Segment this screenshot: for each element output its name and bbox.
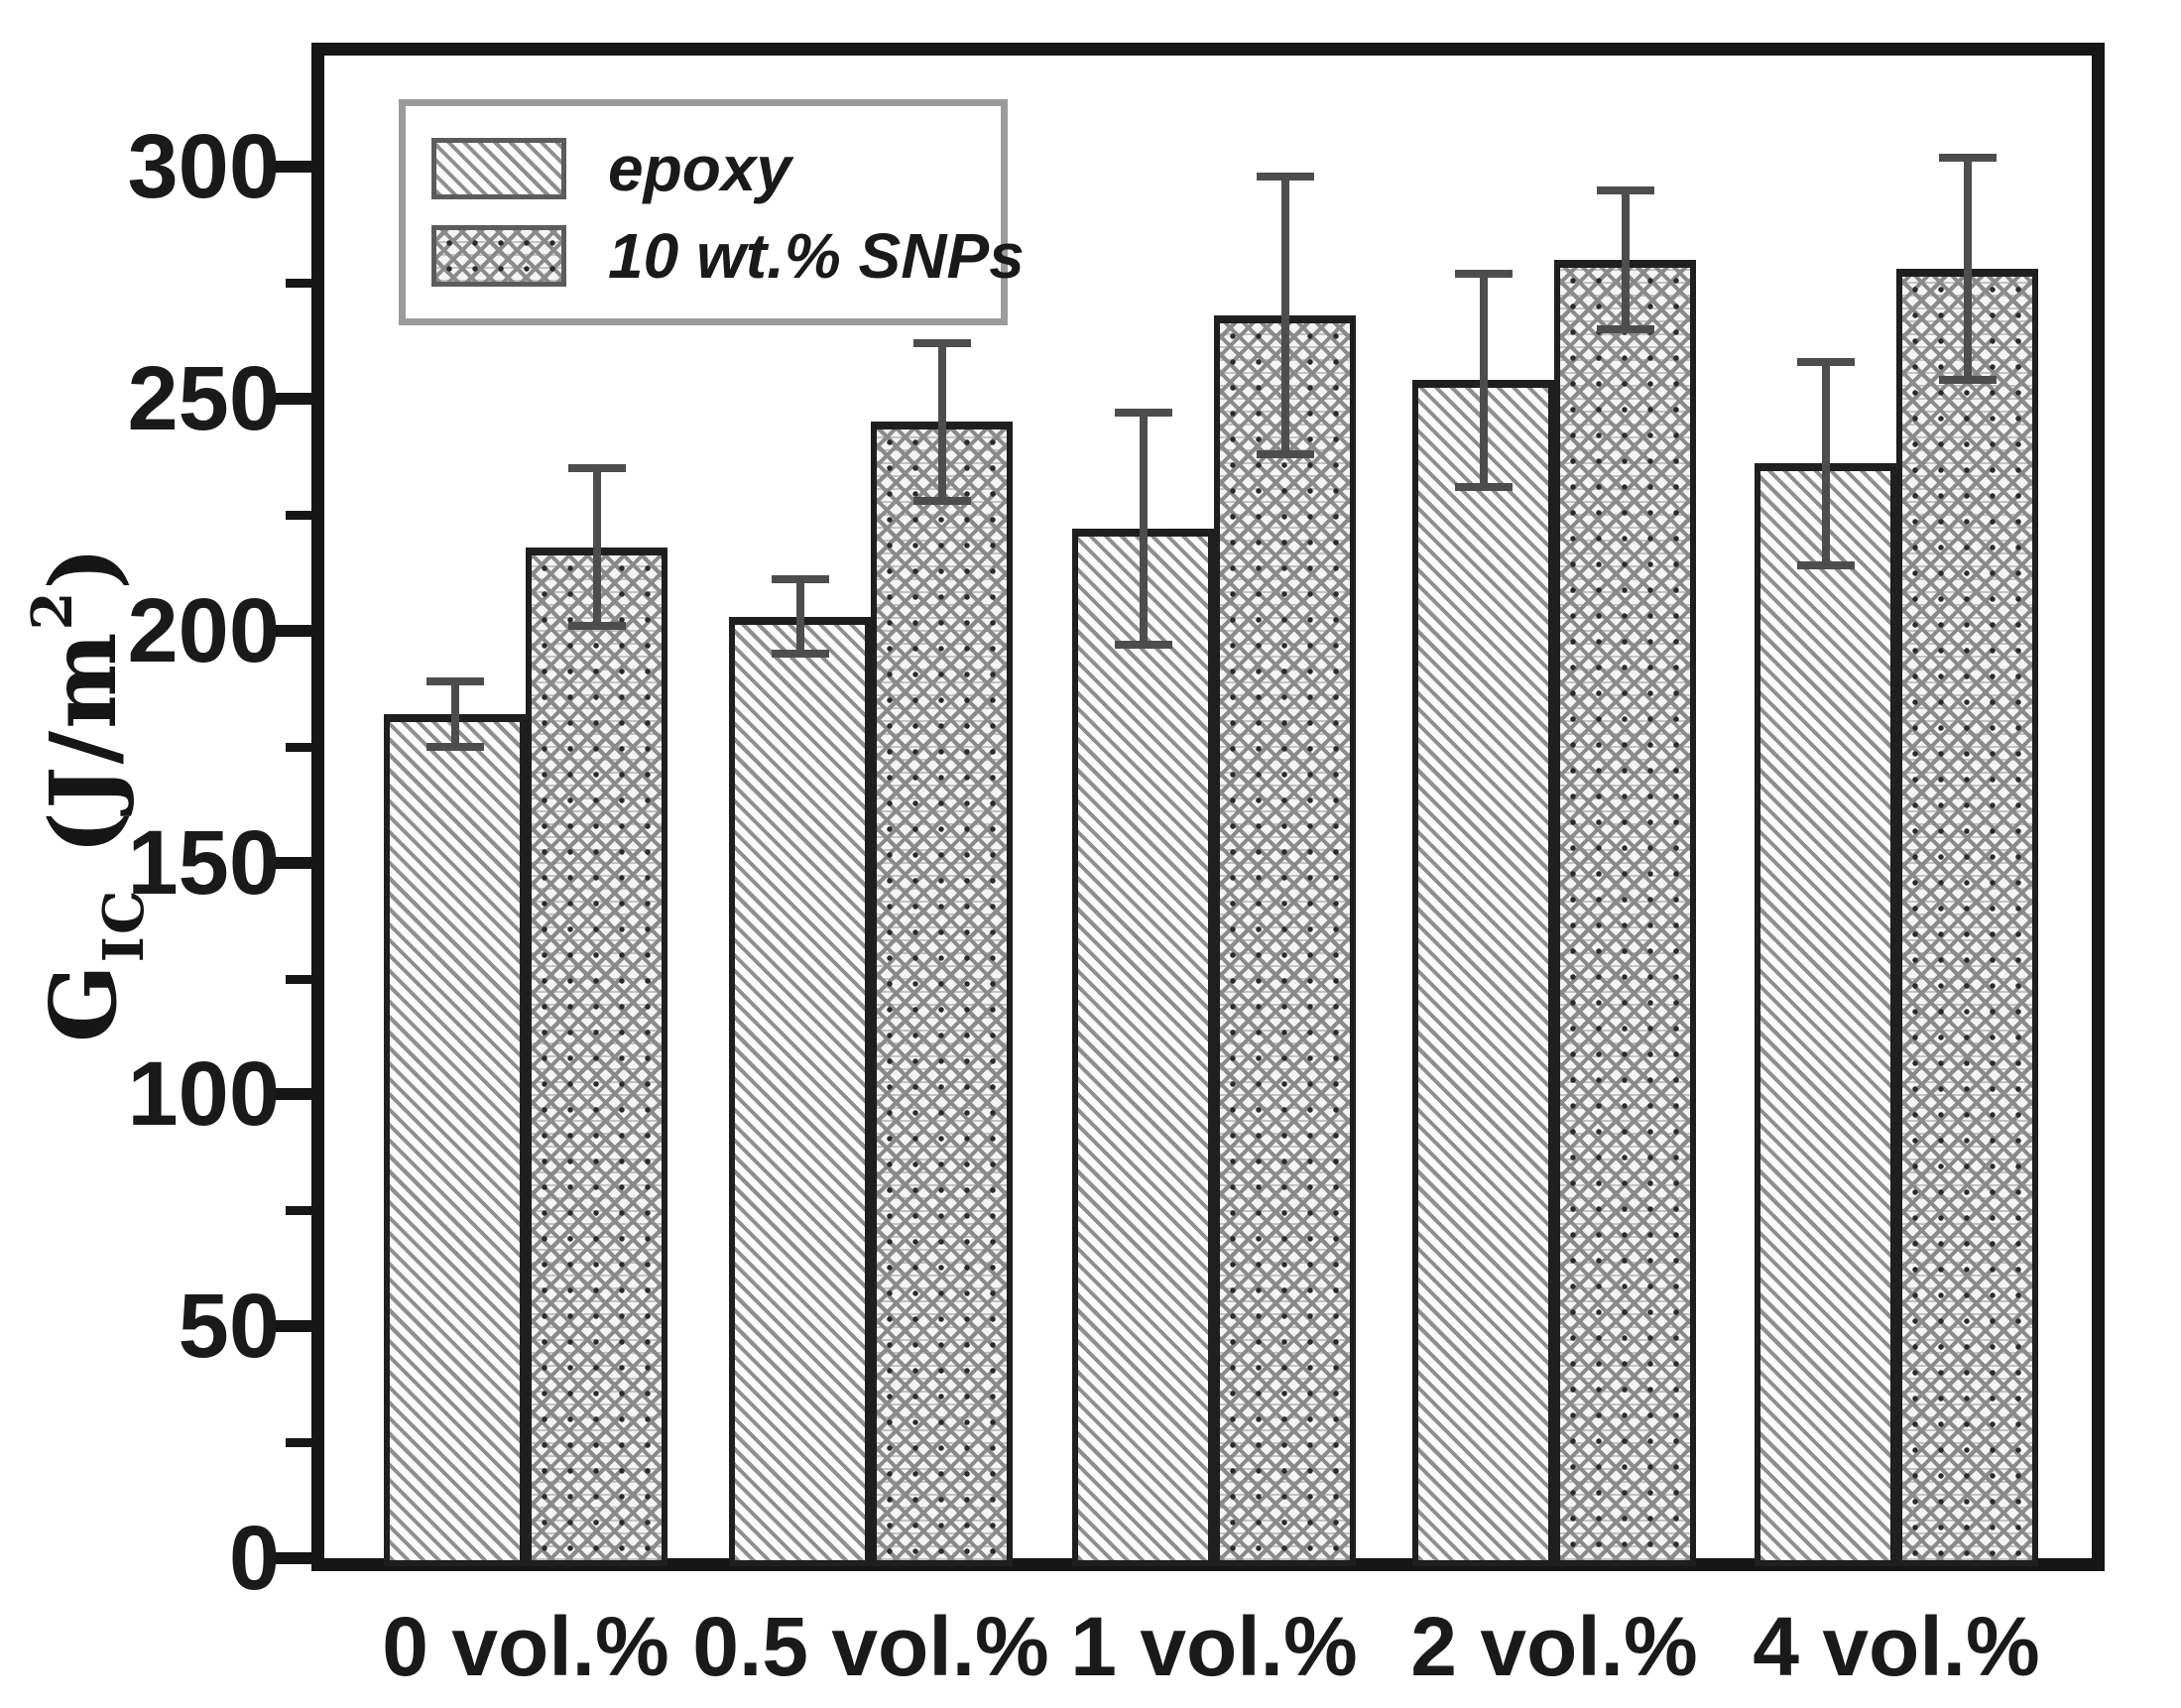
bar-epoxy-2 vol.%	[1412, 380, 1554, 1566]
legend-label: epoxy	[608, 133, 791, 204]
error-bar-stem	[1821, 361, 1830, 566]
bar-epoxy-0.5 vol.%	[729, 616, 871, 1566]
y-axis-major-tick	[268, 1552, 311, 1564]
cross-hatch-swatch	[431, 225, 566, 287]
x-axis-label: 0 vol.%	[382, 1600, 669, 1693]
error-bar-stem	[937, 342, 946, 501]
error-bar-cap-top	[1256, 172, 1314, 181]
y-axis-tick-label: 150	[127, 811, 281, 914]
x-axis-label: 0.5 vol.%	[692, 1600, 1049, 1693]
y-axis-minor-tick	[286, 510, 311, 520]
error-bar-cap-top	[771, 575, 829, 584]
error-bar-cap-bottom	[425, 742, 484, 751]
error-bar-cap-bottom	[1938, 376, 1997, 385]
error-bar-cap-top	[912, 338, 971, 347]
error-bar-cap-top	[1796, 357, 1855, 366]
y-axis-major-tick	[268, 1088, 311, 1101]
error-bar-cap-bottom	[1454, 482, 1513, 491]
y-axis-major-tick	[268, 856, 311, 869]
error-bar-cap-top	[1938, 153, 1997, 162]
y-axis-tick-label: 0	[228, 1508, 280, 1609]
error-bar-cap-bottom	[771, 650, 829, 659]
y-axis-major-tick	[268, 1320, 311, 1333]
y-axis-major-tick	[268, 624, 311, 637]
x-axis-label: 2 vol.%	[1410, 1600, 1698, 1693]
legend-item-epoxy: epoxy	[431, 132, 975, 205]
y-axis-minor-tick	[286, 279, 311, 289]
y-axis-minor-tick	[286, 742, 311, 752]
error-bar-stem	[795, 579, 804, 655]
error-bar-cap-bottom	[1796, 561, 1855, 570]
y-axis-tick-label: 50	[178, 1276, 280, 1378]
error-bar-cap-top	[1114, 409, 1172, 418]
y-axis-tick-label: 250	[127, 348, 281, 450]
error-bar-stem	[1139, 413, 1148, 645]
error-bar-cap-bottom	[567, 622, 626, 631]
bar-epoxy-0 vol.%	[384, 713, 526, 1566]
error-bar-stem	[1479, 273, 1488, 487]
bar-snps-4 vol.%	[1896, 269, 2038, 1566]
error-bar-stem	[1280, 176, 1289, 455]
y-axis-major-tick	[268, 161, 311, 174]
error-bar-cap-bottom	[1256, 450, 1314, 459]
y-axis-minor-tick	[286, 1206, 311, 1216]
bar-snps-1 vol.%	[1214, 314, 1356, 1566]
legend-label: 10 wt.% SNPs	[608, 220, 1025, 292]
legend: epoxy 10 wt.% SNPs	[399, 99, 1025, 325]
error-bar-cap-bottom	[1114, 640, 1172, 649]
bar-snps-2 vol.%	[1554, 259, 1696, 1566]
error-bar-stem	[450, 681, 459, 747]
error-bar-stem	[592, 468, 601, 627]
error-bar-cap-bottom	[1596, 324, 1654, 333]
y-axis-major-tick	[268, 393, 311, 406]
y-axis-tick-label: 200	[127, 579, 281, 681]
diagonal-hatch-swatch	[431, 138, 566, 199]
bar-snps-0.5 vol.%	[871, 422, 1013, 1566]
y-axis-tick-label: 100	[127, 1043, 281, 1146]
error-bar-cap-top	[567, 464, 626, 473]
legend-item-snps: 10 wt.% SNPs	[431, 219, 1025, 293]
error-bar-cap-top	[1596, 185, 1654, 194]
error-bar-stem	[1963, 157, 1972, 381]
y-axis-tick-label: 300	[127, 116, 281, 218]
y-axis-minor-tick	[286, 974, 311, 984]
error-bar-stem	[1621, 189, 1630, 329]
bar-epoxy-1 vol.%	[1072, 528, 1214, 1566]
error-bar-cap-bottom	[912, 496, 971, 505]
error-bar-cap-top	[425, 677, 484, 686]
y-axis-minor-tick	[286, 1438, 311, 1448]
x-axis-label: 1 vol.%	[1070, 1600, 1358, 1693]
error-bar-cap-top	[1454, 269, 1513, 278]
bar-epoxy-4 vol.%	[1755, 463, 1896, 1566]
bar-snps-0 vol.%	[526, 547, 667, 1566]
x-axis-label: 4 vol.%	[1753, 1600, 2040, 1693]
